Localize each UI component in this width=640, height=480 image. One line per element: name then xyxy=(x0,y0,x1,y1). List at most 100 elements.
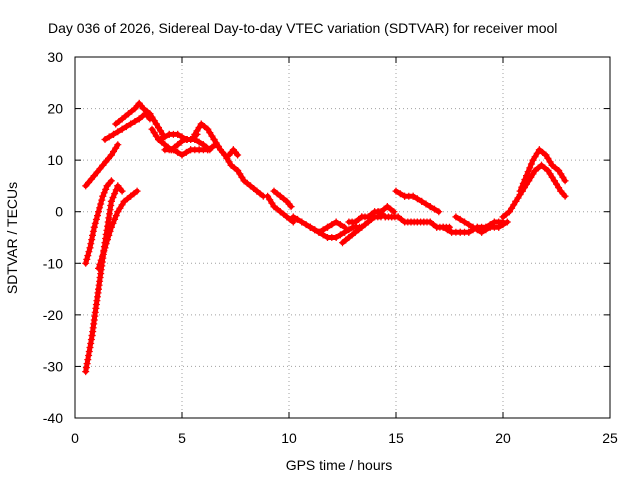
data-point xyxy=(87,336,95,343)
data-point xyxy=(465,221,473,229)
series-band xyxy=(192,121,228,158)
data-point xyxy=(178,133,186,141)
data-point xyxy=(495,223,503,231)
data-point xyxy=(89,231,96,239)
data-point xyxy=(561,177,569,185)
data-point xyxy=(561,192,569,200)
series-arc-13 xyxy=(264,192,297,226)
data-point xyxy=(88,236,96,244)
axis-ticks xyxy=(74,56,611,419)
data-point xyxy=(97,256,105,264)
data-point xyxy=(114,141,122,149)
data-point xyxy=(87,240,95,248)
series-arc-12 xyxy=(225,146,242,159)
data-point xyxy=(431,205,438,213)
data-point xyxy=(208,143,216,151)
data-point xyxy=(523,172,530,180)
y-tick-label: -40 xyxy=(43,410,63,426)
y-tick-label: -20 xyxy=(43,307,63,323)
data-point xyxy=(84,252,92,260)
data-point xyxy=(426,203,434,211)
data-point xyxy=(182,148,190,156)
data-point xyxy=(456,215,464,223)
data-point xyxy=(324,223,331,231)
data-point xyxy=(195,138,203,146)
data-point xyxy=(112,212,120,220)
data-point xyxy=(107,177,115,185)
series-arc-9 xyxy=(161,141,220,159)
data-point xyxy=(131,118,139,125)
data-point xyxy=(85,248,93,256)
data-point xyxy=(107,223,115,231)
data-point xyxy=(86,344,94,351)
x-axis-label: GPS time / hours xyxy=(286,457,393,473)
data-point xyxy=(390,208,398,216)
data-point xyxy=(435,208,443,216)
data-point xyxy=(294,215,302,223)
series-arc-24 xyxy=(516,146,569,195)
data-point xyxy=(102,185,110,193)
data-point xyxy=(503,218,511,226)
data-point xyxy=(109,219,117,227)
data-point xyxy=(104,218,112,226)
data-point xyxy=(107,202,115,209)
series-arc-20 xyxy=(392,187,443,216)
chart-title: Day 036 of 2026, Sidereal Day-to-day VTE… xyxy=(48,20,557,36)
data-point xyxy=(97,200,105,208)
data-point xyxy=(519,179,527,187)
data-point xyxy=(169,146,177,154)
data-point xyxy=(287,203,295,211)
series-arc-4 xyxy=(82,141,122,190)
data-point xyxy=(86,244,94,252)
series-arc-2 xyxy=(82,177,115,267)
x-tick-label: 5 xyxy=(178,430,186,446)
x-tick-label: 15 xyxy=(388,430,404,446)
data-point xyxy=(524,168,532,176)
grid-lines xyxy=(75,57,610,418)
y-tick-label: 30 xyxy=(47,49,63,65)
data-point xyxy=(98,196,106,204)
data-point xyxy=(478,228,486,236)
series-arc-10 xyxy=(191,120,229,159)
data-point xyxy=(516,187,524,195)
data-point xyxy=(100,248,108,256)
series-arc-14 xyxy=(270,187,295,211)
data-point xyxy=(521,176,529,183)
data-point xyxy=(439,223,447,231)
x-tick-label: 20 xyxy=(495,430,511,446)
data-point xyxy=(178,151,186,159)
data-point xyxy=(110,130,117,138)
data-point xyxy=(102,240,110,248)
data-point xyxy=(105,133,113,141)
y-tick-label: -10 xyxy=(43,255,63,271)
data-point xyxy=(111,215,119,223)
data-point xyxy=(82,368,90,376)
data-point xyxy=(413,195,421,203)
data-point xyxy=(157,136,165,143)
y-tick-label: 0 xyxy=(55,204,63,220)
data-point xyxy=(99,192,107,200)
data-point xyxy=(105,231,113,239)
data-point xyxy=(95,264,102,272)
y-tick-label: -30 xyxy=(43,358,63,374)
data-point xyxy=(85,348,93,355)
data-point xyxy=(104,236,111,244)
data-point xyxy=(311,226,319,234)
x-tick-label: 25 xyxy=(602,430,618,446)
data-point xyxy=(482,226,490,234)
data-point xyxy=(96,260,104,268)
data-point xyxy=(83,360,91,368)
data-point xyxy=(319,231,327,239)
series-arc-22 xyxy=(452,213,511,236)
data-point xyxy=(392,187,400,195)
data-point xyxy=(100,189,108,197)
data-point xyxy=(418,197,426,205)
series-arc-6 xyxy=(112,99,167,138)
data-point xyxy=(396,190,404,198)
data-point xyxy=(92,215,100,223)
data-point xyxy=(461,218,468,226)
data-point xyxy=(204,146,212,154)
data-point xyxy=(114,128,122,136)
data-point xyxy=(122,123,130,131)
